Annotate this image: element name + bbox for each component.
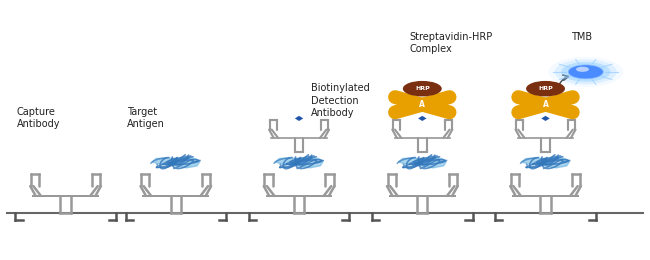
Text: TMB: TMB — [571, 32, 593, 42]
Text: Biotinylated
Detection
Antibody: Biotinylated Detection Antibody — [311, 83, 369, 118]
Text: HRP: HRP — [415, 86, 430, 91]
Circle shape — [576, 67, 589, 72]
Text: Target
Antigen: Target Antigen — [127, 107, 165, 129]
Circle shape — [548, 57, 623, 87]
Polygon shape — [541, 116, 550, 121]
Polygon shape — [418, 116, 426, 121]
Polygon shape — [522, 158, 569, 168]
Polygon shape — [295, 116, 304, 121]
Polygon shape — [275, 158, 323, 168]
Polygon shape — [152, 158, 200, 168]
Circle shape — [568, 65, 603, 79]
Text: Capture
Antibody: Capture Antibody — [17, 107, 60, 129]
Circle shape — [403, 81, 442, 96]
Text: A: A — [419, 100, 425, 109]
Polygon shape — [398, 158, 446, 168]
Text: A: A — [543, 100, 549, 109]
Circle shape — [526, 81, 565, 96]
Text: HRP: HRP — [538, 86, 553, 91]
Circle shape — [561, 62, 610, 82]
Circle shape — [554, 60, 617, 84]
Text: Streptavidin-HRP
Complex: Streptavidin-HRP Complex — [410, 32, 493, 54]
